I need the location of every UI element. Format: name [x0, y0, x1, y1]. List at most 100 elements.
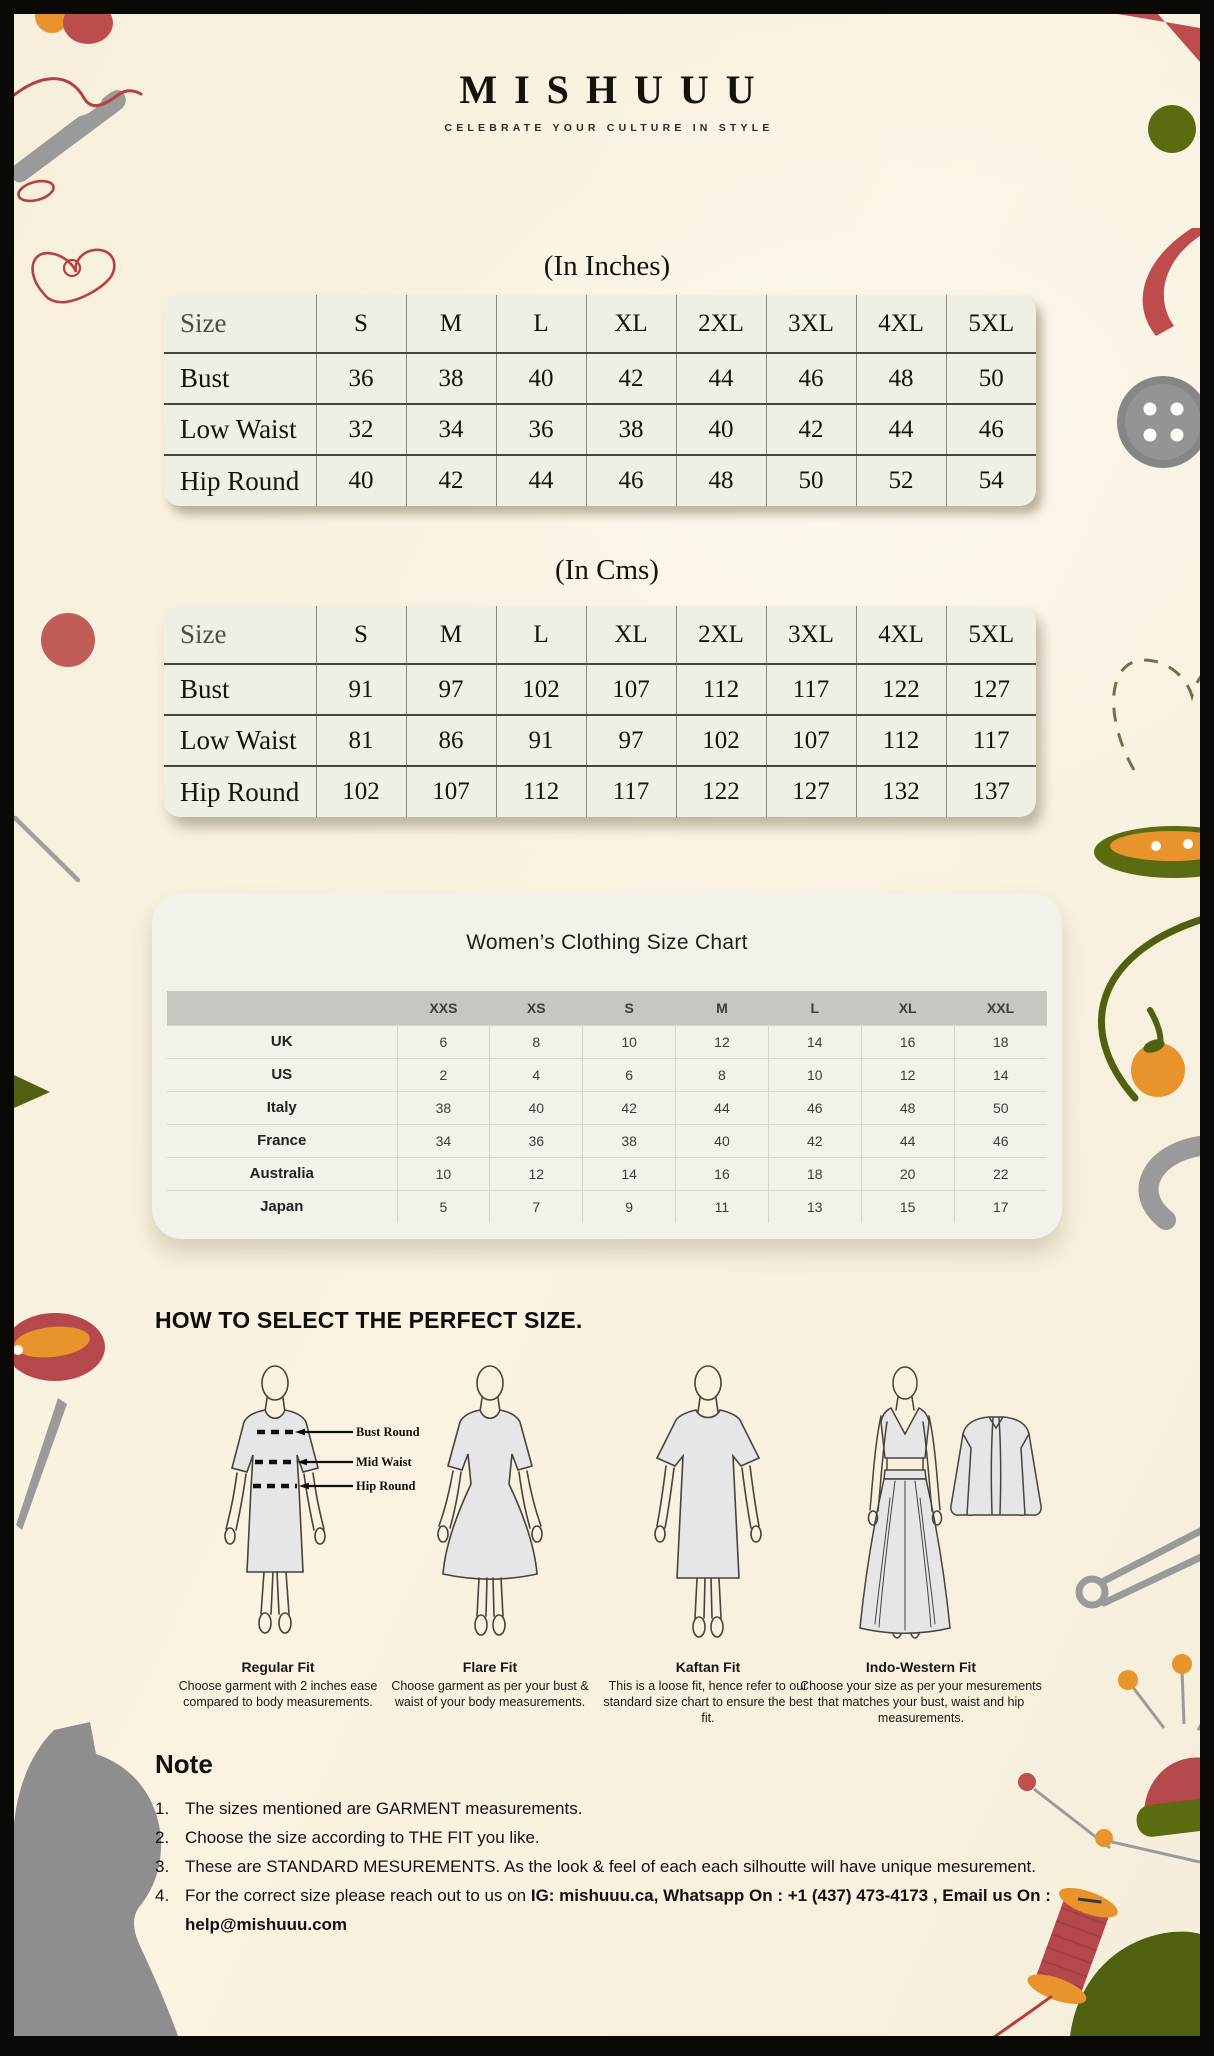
- header-cell: S: [582, 991, 676, 1025]
- table-row: Hip Round 40 42 44 46 48 50 52 54: [164, 454, 1036, 506]
- note-item: 4. For the correct size please reach out…: [155, 1881, 1060, 1939]
- table-row: Italy 38 40 42 44 46 48 50: [167, 1090, 1047, 1124]
- flare-fit-caption: Flare Fit Choose garment as per your bus…: [382, 1659, 598, 1710]
- value-cell: 18: [953, 1024, 1047, 1058]
- note-number: 4.: [155, 1886, 170, 1905]
- header-cell: 5XL: [945, 606, 1036, 664]
- header-cell: XXS: [397, 991, 490, 1025]
- row-label: Australia: [167, 1156, 397, 1190]
- table-row: Australia 10 12 14 16 18 20 22: [167, 1156, 1047, 1190]
- value-cell: 132: [855, 765, 946, 817]
- table-row: France 34 36 38 40 42 44 46: [167, 1123, 1047, 1157]
- table-row: Low Waist 81 86 91 97 102 107 112 117: [164, 714, 1036, 766]
- hip-round-label: Hip Round: [356, 1479, 416, 1493]
- header-cell: 5XL: [945, 295, 1036, 353]
- poster-sheet: MISHUUU CELEBRATE YOUR CULTURE IN STYLE …: [14, 14, 1200, 2036]
- row-label: Bust: [164, 663, 316, 715]
- row-label: UK: [167, 1024, 397, 1058]
- note-text: The sizes mentioned are GARMENT measurem…: [185, 1799, 583, 1818]
- row-label: Bust: [164, 352, 316, 404]
- olive-triangle-icon: [14, 1075, 50, 1108]
- mid-waist-label: Mid Waist: [356, 1455, 412, 1469]
- pin-needle-icon: [14, 815, 81, 883]
- header-cell: Size: [180, 308, 227, 338]
- table-row: UK 6 8 10 12 14 16 18: [167, 1024, 1047, 1058]
- value-cell: 36: [489, 1123, 583, 1157]
- header-cell: XS: [489, 991, 583, 1025]
- inches-table-card: Size S M L XL 2XL 3XL 4XL 5XL Bust 36 38 40 42 44 46 48 5…: [164, 295, 1036, 506]
- value-cell: 81: [315, 714, 406, 766]
- value-cell: 10: [767, 1057, 862, 1091]
- value-cell: 102: [495, 663, 586, 715]
- header-cell: S: [315, 606, 406, 664]
- value-cell: 40: [489, 1090, 583, 1124]
- header-cell: 2XL: [675, 606, 766, 664]
- how-to-heading: HOW TO SELECT THE PERFECT SIZE.: [155, 1307, 583, 1333]
- note-text: For the correct size please reach out to…: [185, 1881, 1060, 1939]
- value-cell: 46: [953, 1123, 1047, 1157]
- regular-fit-illustration: [224, 1365, 353, 1634]
- red-blob-icon: [63, 14, 113, 44]
- value-cell: 10: [582, 1024, 676, 1058]
- value-cell: 44: [675, 1090, 769, 1124]
- trailing-thread-icon: [992, 1994, 1053, 2036]
- value-cell: 36: [315, 352, 406, 404]
- value-cell: 48: [860, 1090, 955, 1124]
- header-cell: 4XL: [855, 606, 946, 664]
- value-cell: 12: [675, 1024, 769, 1058]
- value-cell: 46: [765, 352, 856, 404]
- red-dot-icon: [41, 613, 95, 667]
- header-cell: 3XL: [765, 295, 856, 353]
- value-cell: 42: [405, 454, 496, 506]
- indo-western-illustration: [859, 1366, 1042, 1639]
- value-cell: 117: [585, 765, 676, 817]
- value-cell: 86: [405, 714, 496, 766]
- row-label: US: [167, 1057, 397, 1091]
- value-cell: 46: [585, 454, 676, 506]
- note-text: Choose the size according to THE FIT you…: [185, 1828, 540, 1847]
- value-cell: 97: [405, 663, 496, 715]
- table-header-row: Size S M L XL 2XL 3XL 4XL 5XL: [164, 295, 1036, 353]
- world-chart-card: Women’s Clothing Size Chart XXS XS S M L XL XX…: [152, 893, 1062, 1239]
- note-heading: Note: [155, 1749, 213, 1779]
- value-cell: 38: [585, 403, 676, 455]
- header-cell: Size: [180, 619, 227, 649]
- header-cell: XL: [585, 606, 676, 664]
- stitch-heart-icon: [1112, 658, 1200, 771]
- value-cell: 8: [675, 1057, 769, 1091]
- flare-fit-figure: [415, 1358, 565, 1658]
- header-cell: L: [768, 991, 862, 1025]
- embroidery-hoop-icon: [14, 1313, 105, 1381]
- note-text-plain: For the correct size please reach out to…: [185, 1886, 531, 1905]
- value-cell: 34: [405, 403, 496, 455]
- value-cell: 122: [855, 663, 946, 715]
- red-band-icon: [1118, 14, 1200, 62]
- inches-table: Size S M L XL 2XL 3XL 4XL 5XL Bust 36 38 40 42 44 46 48 5…: [164, 295, 1036, 506]
- table-row: US 2 4 6 8 10 12 14: [167, 1057, 1047, 1091]
- fit-name: Kaftan Fit: [675, 1659, 741, 1675]
- value-cell: 44: [860, 1123, 955, 1157]
- olive-mound-icon: [1070, 1931, 1200, 2036]
- value-cell: 16: [675, 1156, 769, 1190]
- value-cell: 8: [489, 1024, 583, 1058]
- pincushion-icon: [1118, 1654, 1200, 1837]
- world-chart-table-wrap: XXS XS S M L XL XXL UK 6 8 10 12 14 16 18 US 2 4 6 8 10 12 14 I…: [167, 991, 1047, 1223]
- world-chart-title: Women’s Clothing Size Chart: [466, 931, 748, 954]
- table-row: Hip Round 102 107 112 117 122 127 132 137: [164, 765, 1036, 817]
- value-cell: 2: [396, 1057, 490, 1091]
- world-chart-table: XXS XS S M L XL XXL UK 6 8 10 12 14 16 18 US 2 4 6 8 10 12 14 I…: [167, 991, 1047, 1223]
- value-cell: 40: [675, 1123, 769, 1157]
- long-needle-icon: [16, 1398, 67, 1530]
- row-label: Low Waist: [164, 403, 316, 455]
- note-item: 3. These are STANDARD MESUREMENTS. As th…: [155, 1852, 1060, 1881]
- value-cell: 44: [855, 403, 946, 455]
- header-cell: 4XL: [855, 295, 946, 353]
- row-label: France: [167, 1123, 397, 1157]
- value-cell: 11: [675, 1189, 769, 1223]
- kaftan-fit-figure: [633, 1358, 783, 1658]
- value-cell: 4: [489, 1057, 583, 1091]
- header-cell: M: [405, 606, 496, 664]
- fit-desc: Choose garment as per your bust & waist …: [391, 1679, 589, 1709]
- kaftan-fit-caption: Kaftan Fit This is a loose fit, hence re…: [597, 1659, 819, 1726]
